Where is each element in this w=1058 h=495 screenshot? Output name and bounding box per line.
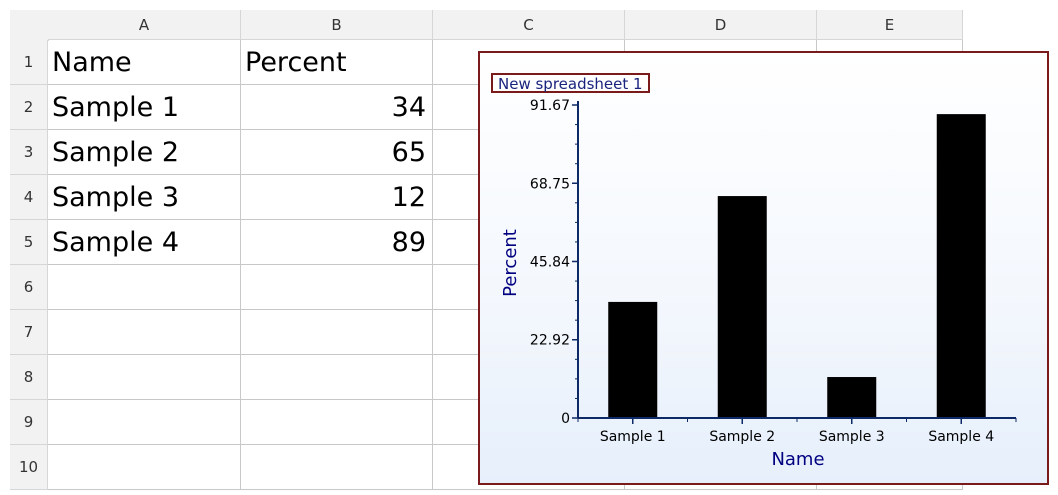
cell-a10[interactable] <box>48 445 241 490</box>
column-header-d[interactable]: D <box>625 10 817 40</box>
cell-b3[interactable]: 65 <box>241 130 433 175</box>
chart-title: New spreadsheet 1 <box>491 73 650 93</box>
row-header-5[interactable]: 5 <box>10 220 48 265</box>
cell-a7[interactable] <box>48 310 241 355</box>
cell-b4[interactable]: 12 <box>241 175 433 220</box>
cell-b8[interactable] <box>241 355 433 400</box>
cell-a3[interactable]: Sample 2 <box>48 130 241 175</box>
x-tick-label: Sample 4 <box>928 429 994 445</box>
row-header-9[interactable]: 9 <box>10 400 48 445</box>
bar-chart: 0 22.92 45.84 68.75 91.67 Sample 1 Sample 2 Sam… <box>500 98 1017 470</box>
x-tick-label: Sample 3 <box>819 429 885 445</box>
row-header-1[interactable]: 1 <box>10 40 48 85</box>
x-tick-label: Sample 1 <box>600 429 666 445</box>
bar-sample-2 <box>717 196 767 418</box>
row-header-4[interactable]: 4 <box>10 175 48 220</box>
cell-a9[interactable] <box>48 400 241 445</box>
row-header-8[interactable]: 8 <box>10 355 48 400</box>
x-tick-label: Sample 2 <box>709 429 775 445</box>
y-tick-label: 68.75 <box>530 176 570 192</box>
cell-a8[interactable] <box>48 355 241 400</box>
cell-b2[interactable]: 34 <box>241 85 433 130</box>
cell-b6[interactable] <box>241 265 433 310</box>
cell-b9[interactable] <box>241 400 433 445</box>
cell-b5[interactable]: 89 <box>241 220 433 265</box>
y-tick-label: 0 <box>561 411 570 427</box>
column-header-b[interactable]: B <box>241 10 433 40</box>
y-axis-label: Percent <box>500 229 521 297</box>
cell-a1[interactable]: Name <box>48 40 241 85</box>
select-all-corner[interactable] <box>10 10 49 41</box>
chart-container[interactable]: New spreadsheet 1 0 22.92 45.84 68.75 91.67 S… <box>478 51 1049 485</box>
row-header-7[interactable]: 7 <box>10 310 48 355</box>
cell-a6[interactable] <box>48 265 241 310</box>
cell-a5[interactable]: Sample 4 <box>48 220 241 265</box>
x-axis-label: Name <box>771 449 824 470</box>
cell-b1[interactable]: Percent <box>241 40 433 85</box>
row-header-3[interactable]: 3 <box>10 130 48 175</box>
y-tick-label: 45.84 <box>530 254 570 270</box>
bar-sample-3 <box>827 377 877 418</box>
bar-sample-4 <box>936 114 986 418</box>
column-header-c[interactable]: C <box>433 10 625 40</box>
cell-b10[interactable] <box>241 445 433 490</box>
cell-b7[interactable] <box>241 310 433 355</box>
row-header-10[interactable]: 10 <box>10 445 48 490</box>
row-header-2[interactable]: 2 <box>10 85 48 130</box>
cell-a2[interactable]: Sample 1 <box>48 85 241 130</box>
column-header-a[interactable]: A <box>48 10 241 40</box>
cell-a4[interactable]: Sample 3 <box>48 175 241 220</box>
column-header-e[interactable]: E <box>817 10 963 40</box>
row-header-6[interactable]: 6 <box>10 265 48 310</box>
y-tick-label: 91.67 <box>530 98 570 114</box>
bar-sample-1 <box>608 301 658 418</box>
y-tick-label: 22.92 <box>530 333 570 349</box>
